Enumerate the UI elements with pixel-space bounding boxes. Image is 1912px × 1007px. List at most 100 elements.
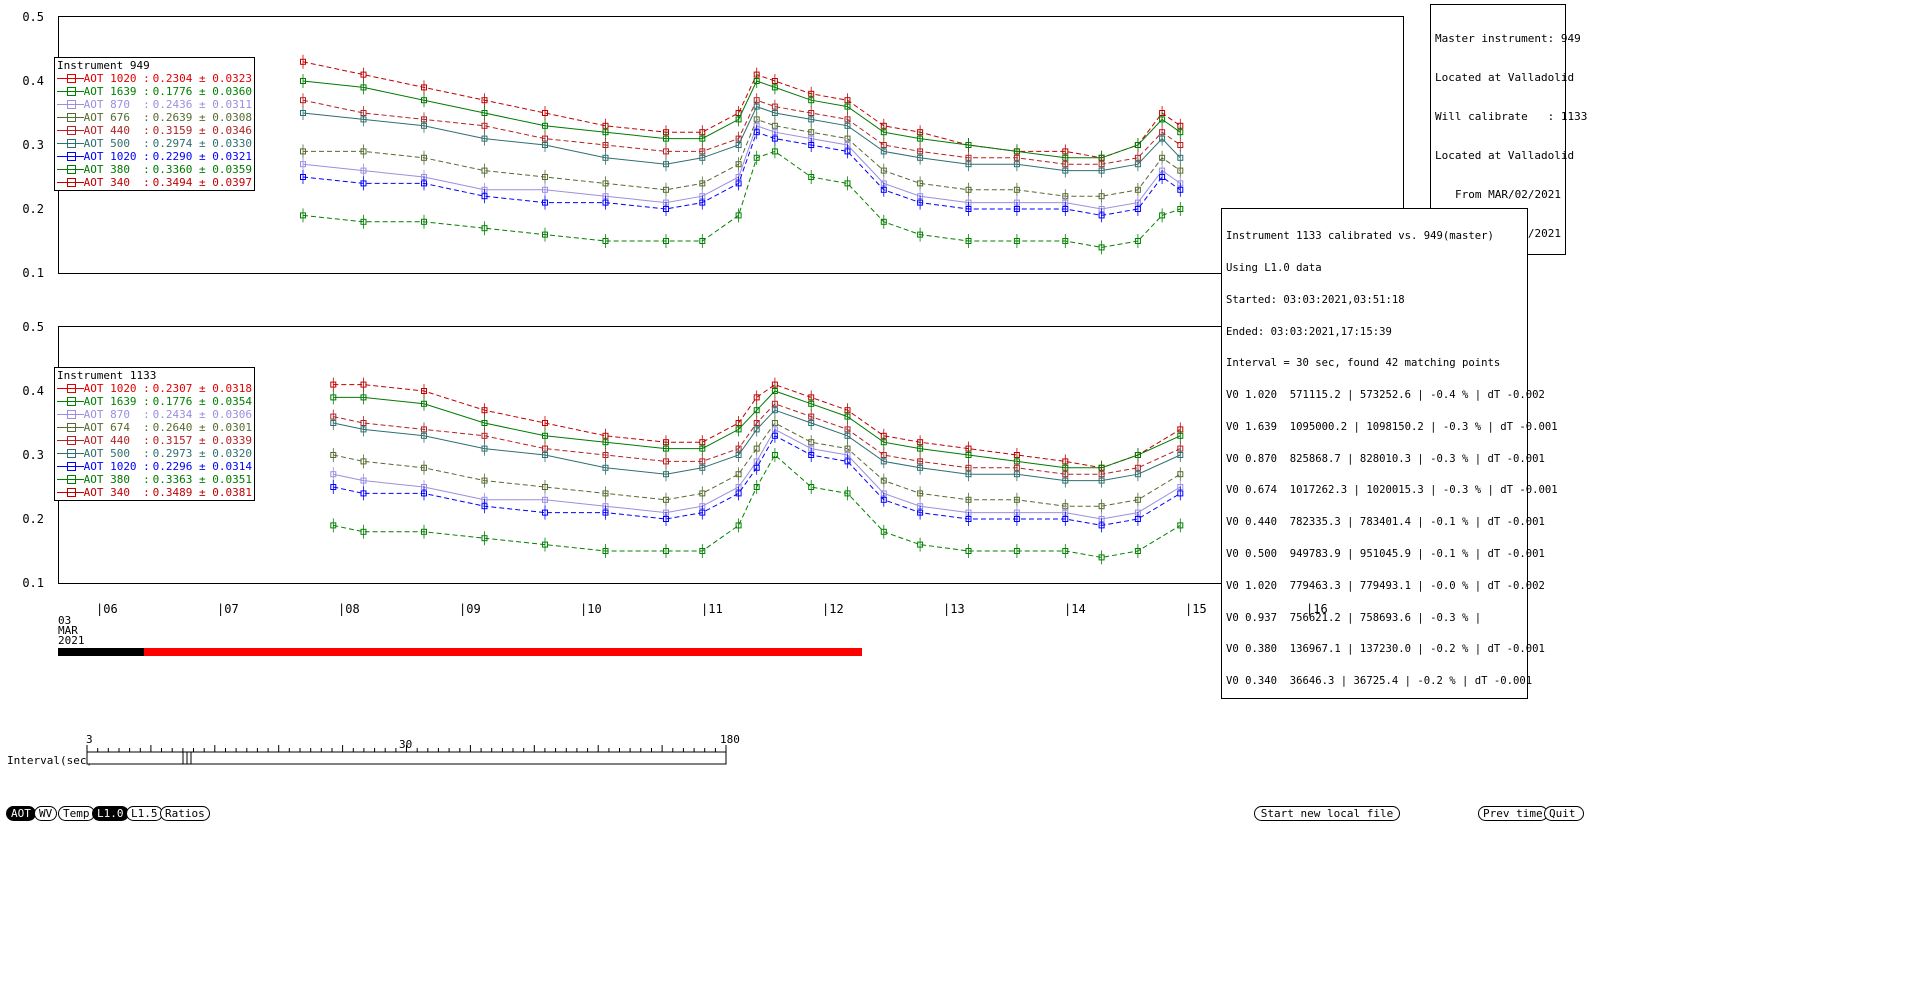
legend-entry: AOT 870 :0.2434 ± 0.0306 xyxy=(57,408,252,421)
calib-line: V0 0.500 949783.9 | 951045.9 | -0.1 % | … xyxy=(1226,548,1545,560)
series-line xyxy=(302,125,1181,210)
date-label: 03 MAR 2021 xyxy=(58,615,85,647)
slider-ticks xyxy=(86,745,727,752)
legend-label: AOT 380 : xyxy=(83,163,150,176)
legend-symbol-icon xyxy=(57,396,84,407)
aot-button[interactable]: AOT xyxy=(6,806,36,821)
ytick: 0.1 xyxy=(22,576,44,590)
ytick: 0.4 xyxy=(22,74,44,88)
calib-line: V0 0.870 825868.7 | 828010.3 | -0.3 % | … xyxy=(1226,452,1545,465)
calib-line: V0 1.020 779463.3 | 779493.1 | -0.0 % | … xyxy=(1226,579,1545,592)
legend-symbol-icon xyxy=(57,164,84,175)
legend-value: 0.2436 ± 0.0311 xyxy=(152,98,252,111)
legend-value: 0.1776 ± 0.0360 xyxy=(152,85,252,98)
legend-value: 0.2434 ± 0.0306 xyxy=(152,408,252,421)
legend-entry: AOT 1020 :0.2290 ± 0.0321 xyxy=(57,150,252,163)
top-plot-svg xyxy=(300,54,1184,255)
start-new-local-file-button[interactable]: Start new local file xyxy=(1254,806,1400,821)
legend-value: 0.3360 ± 0.0359 xyxy=(152,163,252,176)
bottom-plot-legend: Instrument 1133 AOT 1020 :0.2307 ± 0.031… xyxy=(54,367,255,501)
calib-line: V0 1.020 571115.2 | 573252.6 | -0.4 % | … xyxy=(1226,389,1545,402)
ytick: 0.3 xyxy=(22,448,44,462)
legend-entry: AOT 1020 :0.2307 ± 0.0318 xyxy=(57,382,252,395)
legend-symbol-icon xyxy=(57,138,84,149)
legend-symbol-icon xyxy=(57,99,84,110)
calib-line: V0 0.674 1017262.3 | 1020015.3 | -0.3 % … xyxy=(1226,484,1558,497)
top-plot-legend: Instrument 949 AOT 1020 :0.2304 ± 0.0323… xyxy=(54,57,255,191)
legend-entry: AOT 500 :0.2974 ± 0.0330 xyxy=(57,137,252,150)
l15-button[interactable]: L1.5 xyxy=(126,806,163,821)
xtick: |15 xyxy=(1185,602,1207,616)
legend-symbol-icon xyxy=(57,422,84,433)
legend-symbol-icon xyxy=(57,461,84,472)
series-line xyxy=(303,118,1181,197)
xtick: |10 xyxy=(580,602,602,616)
series-line xyxy=(302,80,1181,159)
master-line: Master instrument: 949 xyxy=(1435,32,1581,45)
legend-entry: AOT 500 :0.2973 ± 0.0320 xyxy=(57,447,252,460)
slider-mid-label: 30 xyxy=(399,738,413,751)
legend-symbol-icon xyxy=(57,177,84,188)
legend-label: AOT 870 : xyxy=(83,98,150,111)
legend-entry: AOT 1020 :0.2296 ± 0.0314 xyxy=(57,460,252,473)
calib-line: V0 1.639 1095000.2 | 1098150.2 | -0.3 % … xyxy=(1226,420,1558,433)
legend-entry: AOT 340 :0.3494 ± 0.0397 xyxy=(57,176,252,189)
interval-slider[interactable] xyxy=(86,745,728,767)
calib-line: V0 0.937 756621.2 | 758693.6 | -0.3 % | xyxy=(1226,611,1482,624)
legend-label: AOT 674 : xyxy=(83,421,150,434)
legend-symbol-icon xyxy=(57,409,84,420)
series-line xyxy=(302,150,1181,248)
wv-button[interactable]: WV xyxy=(34,806,58,821)
ytick: 0.2 xyxy=(22,512,44,526)
legend-symbol-icon xyxy=(57,86,84,97)
legend-entry: AOT 1020 :0.2304 ± 0.0323 xyxy=(57,72,252,85)
legend-value: 0.3489 ± 0.0381 xyxy=(152,486,252,499)
legend-value: 0.2296 ± 0.0314 xyxy=(152,460,252,473)
legend-label: AOT 1020 : xyxy=(83,150,150,163)
date-year: 2021 xyxy=(58,634,85,647)
master-line: Will calibrate : 1133 xyxy=(1435,110,1588,123)
xtick: |09 xyxy=(459,602,481,616)
quit-button[interactable]: Quit xyxy=(1544,806,1584,821)
legend-entry: AOT 340 :0.3489 ± 0.0381 xyxy=(57,486,252,499)
legend-label: AOT 440 : xyxy=(83,124,150,137)
bottom-plot-svg xyxy=(330,377,1184,565)
legend-label: AOT 1020 : xyxy=(83,382,150,395)
legend-symbol-icon xyxy=(57,125,84,136)
xtick: |13 xyxy=(943,602,965,616)
legend-value: 0.3494 ± 0.0397 xyxy=(152,176,252,189)
timeline-black-segment xyxy=(58,648,145,656)
l10-button[interactable]: L1.0 xyxy=(92,806,129,821)
top-plot xyxy=(58,16,1404,274)
series-line xyxy=(302,105,1181,172)
legend-symbol-icon xyxy=(57,474,84,485)
legend-entry: AOT 676 :0.2639 ± 0.0308 xyxy=(57,111,252,124)
legend-label: AOT 380 : xyxy=(83,473,150,486)
master-line: From MAR/02/2021 xyxy=(1455,188,1561,201)
legend-title: Instrument 949 xyxy=(57,59,150,72)
legend-entry: AOT 380 :0.3360 ± 0.0359 xyxy=(57,163,252,176)
prev-time-button[interactable]: Prev time xyxy=(1478,806,1548,821)
master-line: Located at Valladolid xyxy=(1435,149,1575,162)
legend-value: 0.2974 ± 0.0330 xyxy=(152,137,252,150)
xtick: |16 xyxy=(1306,602,1328,616)
legend-entry: AOT 674 :0.2640 ± 0.0301 xyxy=(57,421,252,434)
legend-value: 0.1776 ± 0.0354 xyxy=(152,395,252,408)
legend-symbol-icon xyxy=(57,151,84,162)
temp-button[interactable]: Temp xyxy=(58,806,95,821)
legend-label: AOT 1020 : xyxy=(83,460,150,473)
ytick: 0.1 xyxy=(22,266,44,280)
xtick: |08 xyxy=(338,602,360,616)
legend-symbol-icon xyxy=(57,383,84,394)
calib-line: Ended: 03:03:2021,17:15:39 xyxy=(1226,325,1392,338)
ytick: 0.2 xyxy=(22,202,44,216)
timeline-bar[interactable] xyxy=(58,648,862,656)
xtick: |07 xyxy=(217,602,239,616)
series-line xyxy=(302,61,1181,159)
ratios-button[interactable]: Ratios xyxy=(160,806,210,821)
legend-value: 0.3157 ± 0.0339 xyxy=(152,434,252,447)
legend-entry: AOT 380 :0.3363 ± 0.0351 xyxy=(57,473,252,486)
bottom-plot xyxy=(58,326,1404,584)
series-line xyxy=(333,454,1181,558)
series-line xyxy=(302,99,1181,165)
